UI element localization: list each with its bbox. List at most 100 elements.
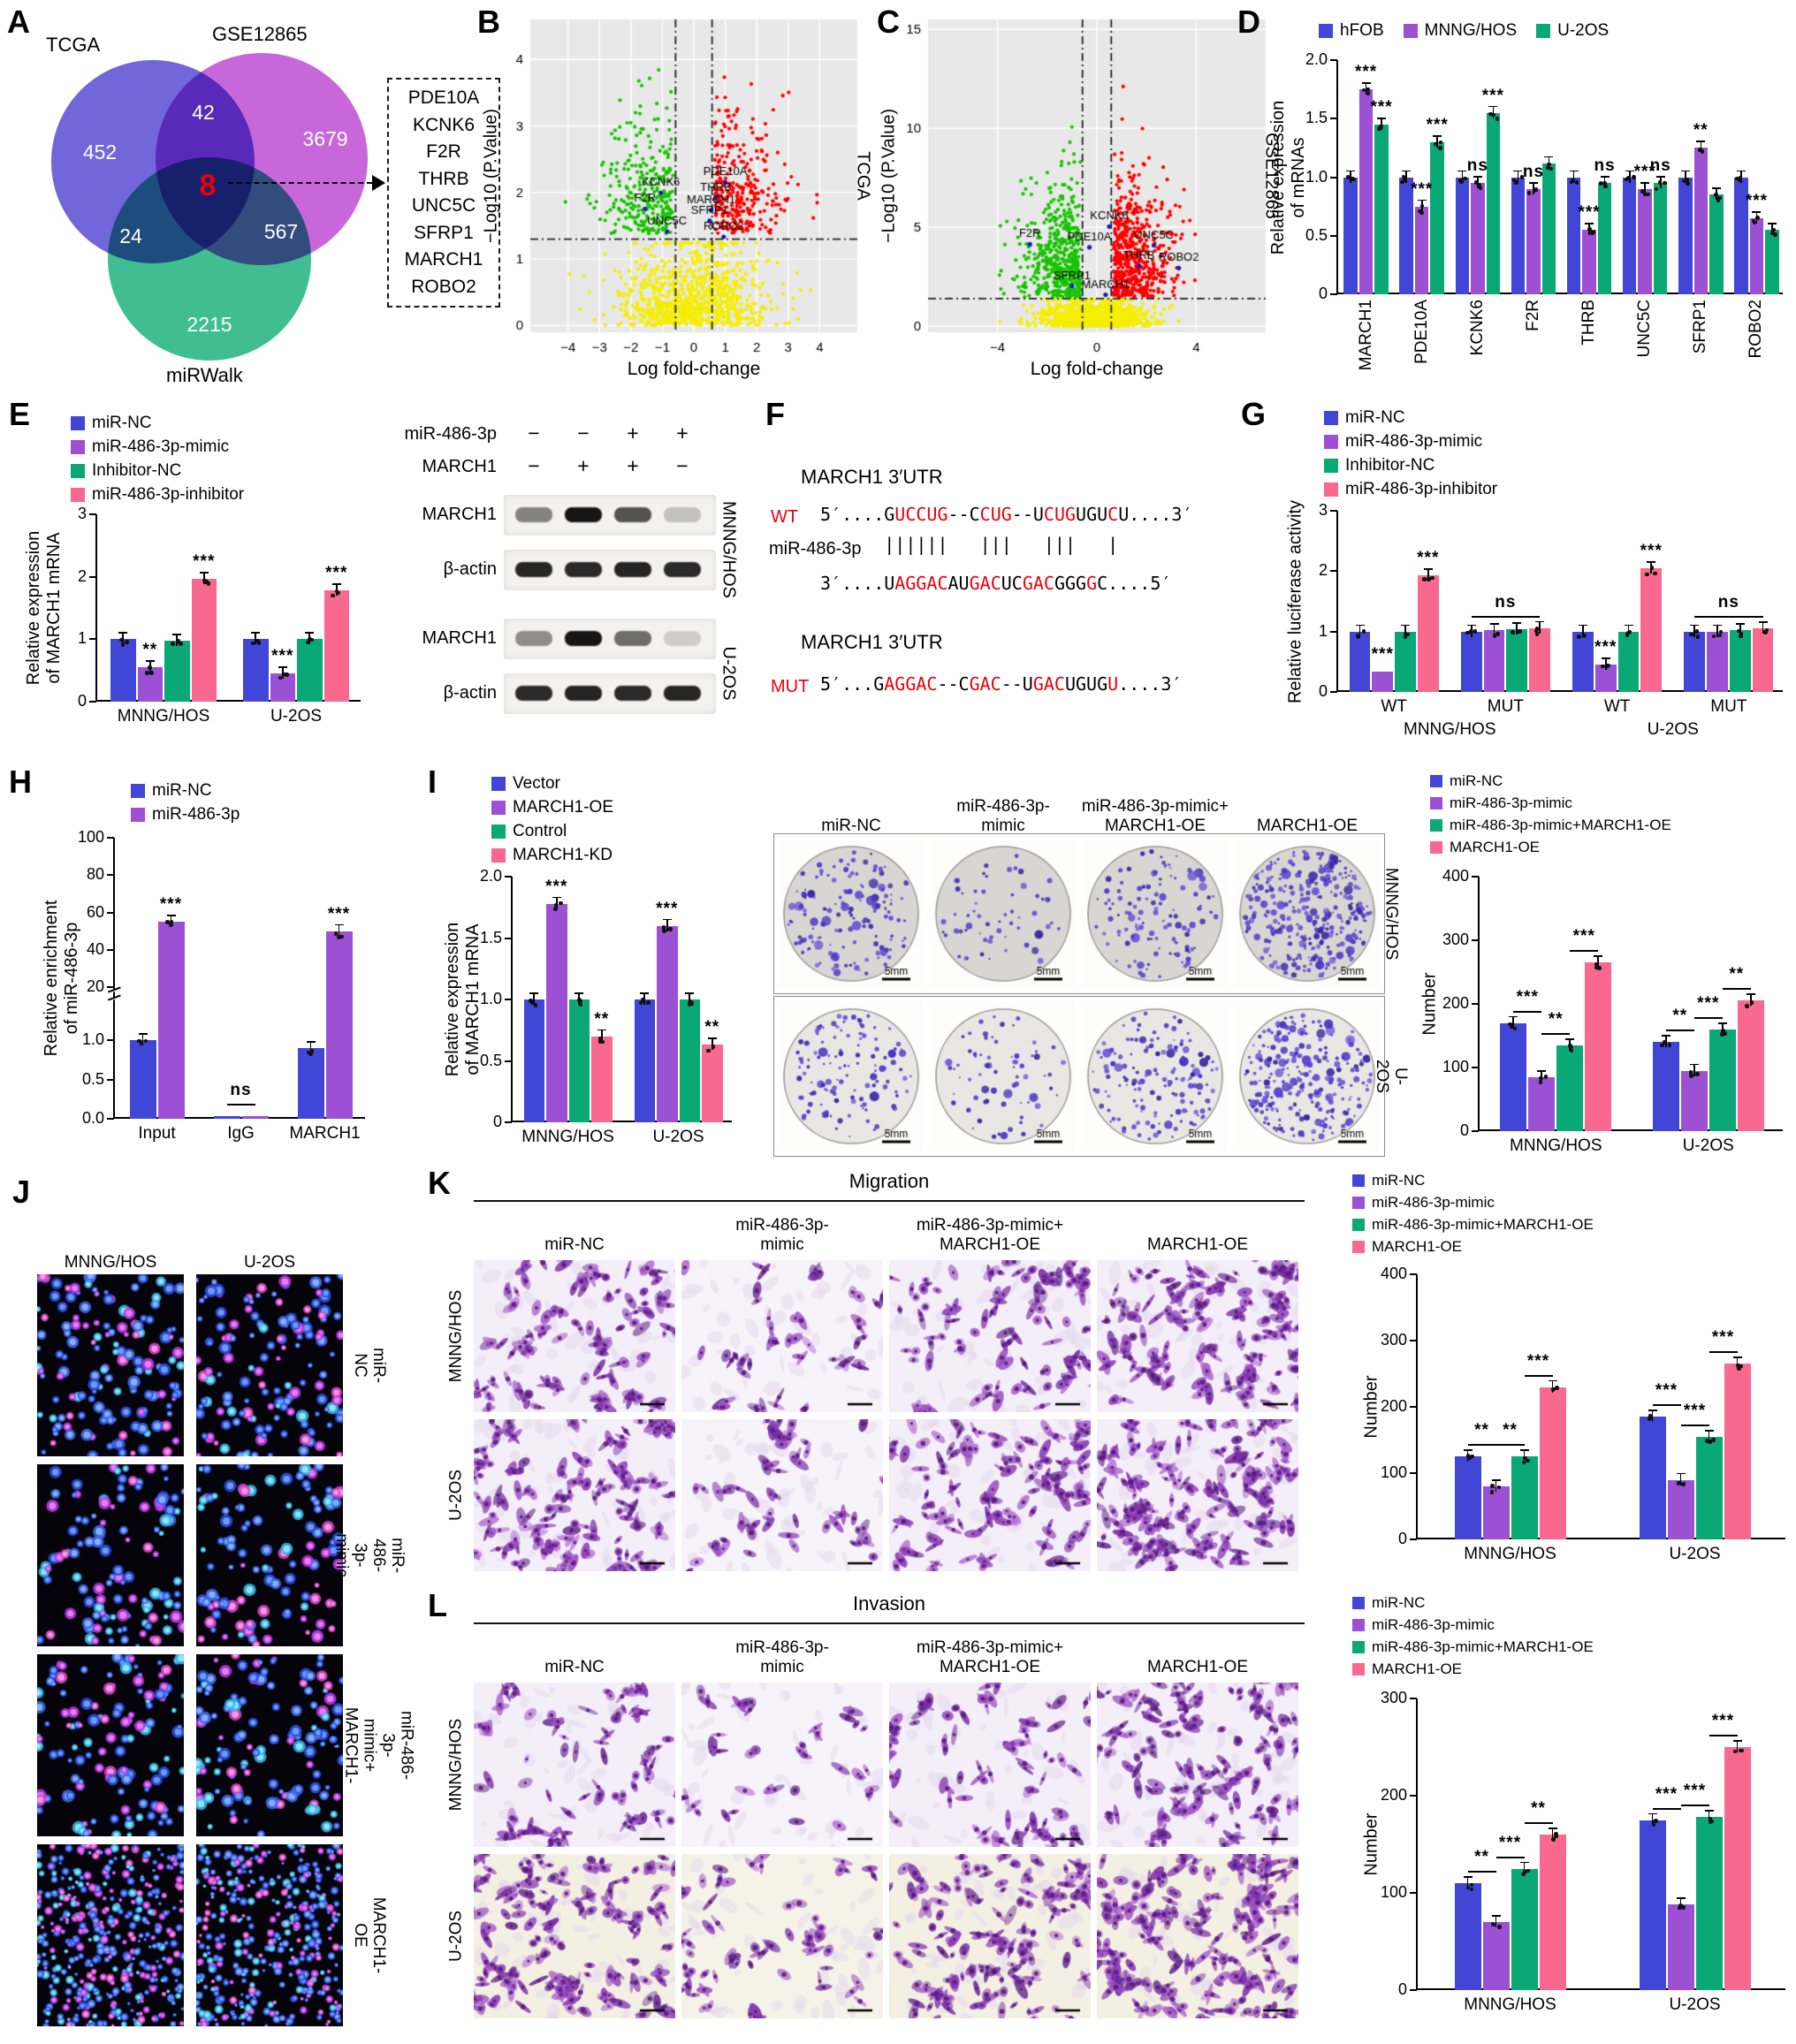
data-point: [646, 1000, 651, 1005]
row-label: miR-486-3p-mimic+ MARCH1-OE: [323, 1706, 416, 1784]
data-point: [529, 999, 533, 1003]
error-bar-cap: [1361, 82, 1371, 84]
data-point: [143, 1038, 148, 1044]
wt-label: WT: [771, 507, 799, 527]
bar: [297, 639, 323, 702]
bar: [241, 1116, 269, 1119]
treatment-label: MARCH1: [422, 457, 497, 476]
data-point: [1526, 191, 1532, 195]
bar: [1483, 630, 1505, 692]
legend-swatch: [71, 464, 85, 478]
data-point: [1539, 1075, 1543, 1081]
error-bar-cap: [251, 632, 261, 634]
y-tick-mark: [107, 1039, 114, 1042]
data-point: [1649, 566, 1655, 570]
legend-item: miR-486-3p-inhibitor: [1324, 480, 1497, 499]
data-point: [282, 672, 286, 677]
panel-label-d: D: [1237, 4, 1260, 40]
data-point: [553, 902, 559, 907]
error-bar-cap: [1489, 623, 1499, 626]
treatment-sign: −: [676, 454, 689, 477]
significance-mark: ***: [1745, 191, 1769, 210]
error-bar-cap: [1689, 1063, 1699, 1066]
legend-swatch: [1352, 1197, 1365, 1209]
y-tick-label: 400: [1442, 867, 1469, 885]
bar: [1399, 177, 1413, 294]
micrograph-colony: [932, 1002, 1075, 1151]
data-point: [1496, 1485, 1502, 1490]
data-point: [1640, 189, 1645, 194]
y-tick-label: 1.0: [479, 990, 502, 1007]
data-point: [1400, 179, 1404, 185]
data-point: [1467, 1455, 1472, 1461]
y-tick-label: 300: [1442, 931, 1469, 948]
y-tick-mark: [1330, 570, 1337, 573]
bar: [1454, 1883, 1481, 1990]
significance-mark: ***: [1683, 1782, 1707, 1801]
y-axis-label: Number: [1361, 1375, 1381, 1439]
x-category-label: WT: [1381, 697, 1407, 716]
blot-strip: [504, 619, 716, 659]
data-point: [1366, 87, 1370, 92]
legend-label: MARCH1-OE: [1450, 839, 1541, 855]
legend-item: Inhibitor-NC: [1324, 456, 1497, 475]
significance-mark: ***: [1572, 927, 1595, 946]
y-tick-label: 20: [86, 977, 104, 996]
significance-mark: **: [1693, 121, 1708, 141]
y-tick-mark: [1472, 939, 1479, 941]
data-point: [1689, 632, 1693, 637]
bar: [129, 1040, 156, 1119]
blot-row-label: β-actin: [443, 683, 497, 703]
gene-list-box: PDE10A KCNK6 F2R THRB UNC5C SFRP1 MARCH1 ROBO2: [387, 78, 500, 308]
mirna-sequence: 3′....UAGGACAUGACUCGACGGGGC....5′: [820, 573, 1171, 594]
error-bar: [1523, 1449, 1526, 1463]
protein-band: [664, 562, 701, 577]
row-border: [773, 996, 1385, 1157]
blot-row-label: β-actin: [443, 559, 497, 579]
significance-mark: ***: [1711, 1712, 1735, 1730]
data-point: [641, 998, 645, 1002]
significance-mark: ***: [1370, 97, 1393, 117]
data-point: [1509, 1024, 1514, 1029]
data-point: [1643, 192, 1648, 197]
data-point: [1465, 1885, 1471, 1890]
gene-name: PDE10A: [407, 87, 480, 108]
x-category-label: IgG: [227, 1124, 255, 1143]
error-bar: [1427, 568, 1429, 581]
mut-label: MUT: [771, 677, 810, 696]
error-bar-cap: [1585, 223, 1594, 224]
y-tick-label: 0.5: [479, 1051, 502, 1069]
y-tick-mark: [1330, 630, 1337, 633]
legend-item: miR-NC: [1324, 408, 1497, 428]
data-point: [578, 999, 583, 1004]
legend-label: miR-486-3p-inhibitor: [1345, 480, 1498, 498]
seq-segment: GGG: [1054, 573, 1087, 594]
data-point: [1681, 1905, 1686, 1910]
error-bar: [1749, 993, 1752, 1007]
data-point: [529, 1000, 535, 1006]
bar: [1667, 1904, 1694, 1990]
x-category-label: U-2OS: [1669, 1995, 1721, 2014]
error-bar-cap: [1544, 156, 1554, 158]
error-bar-cap: [1463, 1876, 1473, 1878]
data-point: [688, 999, 693, 1004]
bar: [1539, 1835, 1566, 1990]
error-bar: [309, 1041, 312, 1054]
legend-item: Inhibitor-NC: [71, 461, 244, 481]
data-point: [1438, 140, 1443, 145]
legend-swatch: [131, 784, 145, 798]
x-category-label: UNC5C: [1635, 300, 1655, 358]
legend-label: MNNG/HOS: [1424, 21, 1518, 40]
data-point: [1645, 572, 1649, 577]
y-tick-label: 200: [1442, 994, 1469, 1012]
significance-mark: ***: [1711, 1328, 1735, 1348]
bar: [213, 1116, 240, 1119]
legend-label: miR-486-3p-mimic: [1345, 432, 1483, 451]
legend-item: MARCH1-OE: [1352, 1238, 1594, 1256]
y-tick-mark: [107, 874, 114, 877]
error-bar-cap: [1569, 170, 1579, 172]
micrograph-transwell: [474, 1260, 675, 1412]
legend-swatch: [1430, 841, 1442, 854]
volcano-canvas: [882, 11, 1278, 389]
